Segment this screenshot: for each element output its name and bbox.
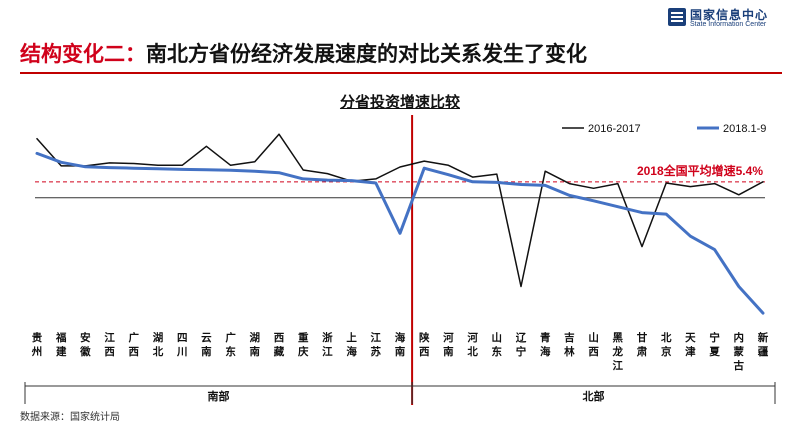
category-label: 陕西 — [419, 331, 430, 358]
category-label: 湖南 — [250, 331, 261, 358]
category-label: 湖北 — [153, 331, 164, 358]
chart-title: 分省投资增速比较 — [339, 94, 460, 111]
category-label: 山东 — [492, 331, 503, 358]
category-label: 海南 — [395, 331, 406, 358]
headline-prefix: 结构变化二： — [20, 43, 146, 66]
headline-text: 南北方省份经济发展速度的对比关系发生了变化 — [146, 43, 587, 66]
category-label: 宁夏 — [708, 331, 720, 358]
category-label: 广东 — [225, 331, 236, 358]
headline-underline — [20, 72, 782, 74]
category-label: 河南 — [443, 332, 454, 358]
category-label: 贵州 — [31, 331, 43, 358]
category-label: 山西 — [588, 331, 599, 358]
category-label: 云南 — [201, 332, 212, 358]
category-label: 浙江 — [322, 331, 333, 358]
data-source-note: 数据来源：国家统计局 — [20, 412, 120, 423]
category-label: 福建 — [55, 331, 67, 358]
group-label-2: 北部 — [583, 389, 605, 403]
category-label: 上海 — [346, 331, 357, 358]
logo-name-en: State Information Center — [690, 21, 767, 28]
category-label: 辽宁 — [516, 332, 527, 358]
category-label: 内蒙古 — [734, 331, 745, 372]
page-headline: 结构变化二：南北方省份经济发展速度的对比关系发生了变化 — [20, 38, 587, 68]
category-label: 河北 — [467, 332, 478, 358]
group-label-1: 南部 — [208, 389, 230, 403]
category-label: 天津 — [685, 332, 696, 358]
legend-label-1: 2016-2017 — [588, 123, 641, 135]
category-label: 青海 — [540, 331, 551, 358]
category-label: 北京 — [661, 331, 672, 358]
category-label: 甘肃 — [637, 331, 648, 358]
category-label: 重庆 — [297, 331, 309, 358]
category-label: 黑龙江 — [612, 332, 624, 372]
legend-label-2: 2018.1-9 — [723, 123, 766, 135]
category-label: 广西 — [129, 331, 140, 358]
category-label: 安徽 — [79, 331, 91, 358]
category-label: 新疆 — [758, 331, 769, 358]
state-information-center-logo: 国家信息中心 State Information Center — [668, 6, 796, 32]
series-line-2 — [35, 151, 765, 315]
logo-name-cn: 国家信息中心 — [690, 8, 769, 22]
category-label: 吉林 — [564, 331, 575, 358]
category-label: 江西 — [104, 331, 115, 358]
series-line-1 — [36, 133, 764, 288]
category-label: 西藏 — [274, 332, 285, 358]
national-average-label: 2018全国平均增速5.4% — [637, 163, 763, 178]
category-label: 江苏 — [371, 331, 382, 358]
category-label: 四川 — [176, 332, 188, 358]
sic-logo-icon — [668, 8, 686, 26]
